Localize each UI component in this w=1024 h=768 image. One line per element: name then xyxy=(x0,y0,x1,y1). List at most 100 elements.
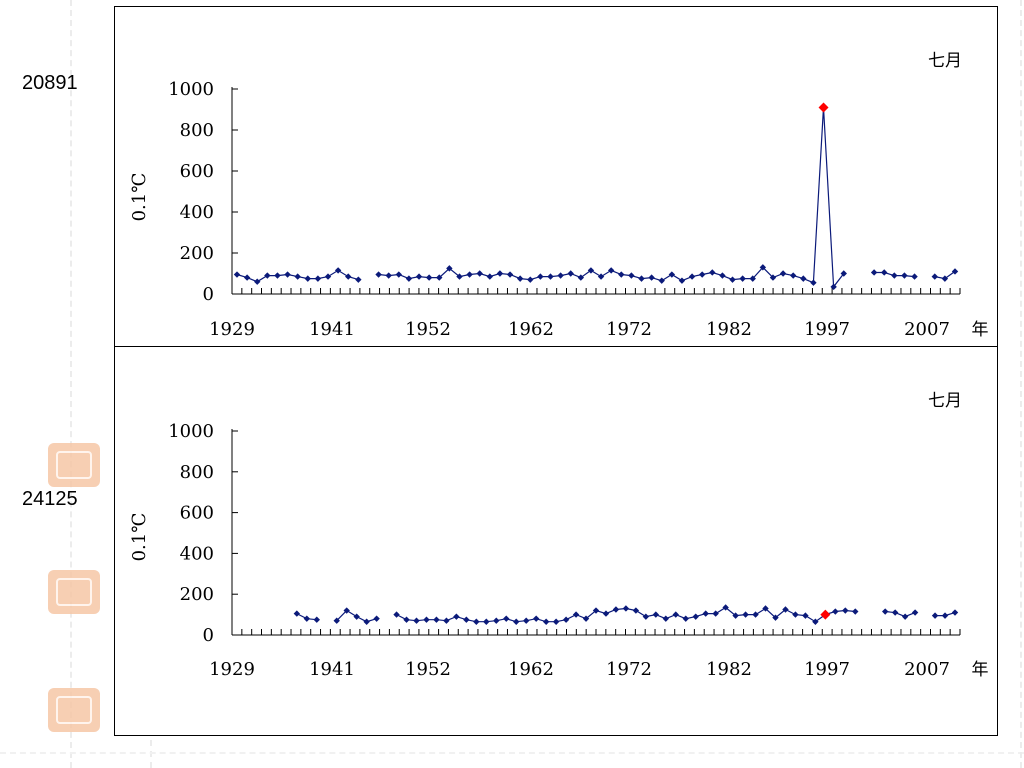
data-point xyxy=(486,273,494,280)
data-point xyxy=(403,616,410,623)
data-point xyxy=(931,612,939,619)
x-tick-label: 1952 xyxy=(405,319,451,340)
data-point xyxy=(522,617,530,624)
data-point xyxy=(762,605,769,612)
data-point xyxy=(709,269,716,276)
data-point xyxy=(642,613,650,620)
data-point xyxy=(698,271,706,278)
data-point xyxy=(628,272,635,279)
data-point xyxy=(493,617,500,624)
y-tick-label: 600 xyxy=(180,161,214,182)
seal-stamp xyxy=(48,688,100,732)
data-point xyxy=(562,616,570,623)
data-point xyxy=(304,275,311,282)
data-point xyxy=(632,607,640,614)
data-point xyxy=(542,618,550,625)
data-point xyxy=(658,277,665,284)
data-point xyxy=(870,269,878,276)
series-line xyxy=(378,107,845,289)
highlight-point xyxy=(820,609,831,620)
data-point xyxy=(496,270,504,277)
data-point xyxy=(463,616,470,623)
data-point xyxy=(941,275,949,282)
data-point xyxy=(832,608,839,615)
data-point xyxy=(294,273,301,280)
data-point xyxy=(425,274,433,281)
data-point xyxy=(672,611,679,618)
x-tick-label: 1972 xyxy=(606,659,652,680)
y-tick-label: 200 xyxy=(180,243,214,264)
data-point xyxy=(951,268,959,275)
data-point xyxy=(284,271,291,278)
data-point xyxy=(668,271,676,278)
data-point xyxy=(732,612,739,619)
y-tick-label: 600 xyxy=(180,503,214,524)
data-point xyxy=(264,272,271,279)
data-point xyxy=(243,274,251,281)
month-label: 七月 xyxy=(928,391,962,411)
data-point xyxy=(572,611,580,618)
data-point xyxy=(852,608,859,615)
data-point xyxy=(941,612,949,619)
x-tick-label: 1929 xyxy=(209,319,255,340)
data-point xyxy=(314,275,322,282)
y-axis-label: 0.1℃ xyxy=(129,513,150,562)
x-tick-label: 1962 xyxy=(508,319,554,340)
data-point xyxy=(513,618,520,625)
data-point xyxy=(233,271,241,278)
data-point xyxy=(423,616,430,623)
data-point xyxy=(375,271,382,278)
data-point xyxy=(503,615,510,622)
seal-stamp xyxy=(48,443,100,487)
data-point xyxy=(662,615,670,622)
data-point xyxy=(749,275,756,282)
y-tick-label: 0 xyxy=(203,625,214,646)
x-axis-label: 年 xyxy=(972,660,989,680)
chart-2: 0 200 400 600 800 1000 1929 1941 1952 1962 1972 198… xyxy=(129,391,989,680)
data-point xyxy=(313,616,320,623)
data-point xyxy=(355,276,362,283)
data-point xyxy=(385,272,392,279)
x-tick-label: 1997 xyxy=(804,319,850,340)
data-point xyxy=(254,278,261,285)
y-tick-label: 800 xyxy=(180,120,214,141)
data-point xyxy=(911,609,919,616)
data-point xyxy=(334,267,342,274)
x-tick-label: 1929 xyxy=(209,659,255,680)
y-tick-label: 1000 xyxy=(168,421,214,442)
data-point xyxy=(436,274,443,281)
data-point xyxy=(742,611,749,618)
data-point xyxy=(592,607,600,614)
data-point xyxy=(901,613,909,620)
x-tick-label: 2007 xyxy=(904,659,950,680)
data-point xyxy=(453,613,460,620)
data-point xyxy=(812,618,819,625)
y-tick-label: 1000 xyxy=(168,79,214,100)
data-point xyxy=(612,606,620,613)
x-tick-label: 1982 xyxy=(706,659,752,680)
x-tick-label: 1972 xyxy=(606,319,652,340)
data-point xyxy=(483,618,490,625)
data-point xyxy=(456,273,463,280)
x-tick-label: 1941 xyxy=(309,319,355,340)
data-point xyxy=(537,273,544,280)
data-point xyxy=(473,618,480,625)
data-point xyxy=(516,275,524,282)
data-point xyxy=(800,275,807,282)
data-point xyxy=(719,272,726,279)
data-point xyxy=(415,273,423,280)
data-point xyxy=(413,617,420,624)
chart-1: 0 200 400 600 800 1000 1929 1941 1952 1962 1972 198… xyxy=(129,51,989,340)
chart-panel-2: 0 200 400 600 800 1000 1929 1941 1952 1962 1972 198… xyxy=(114,346,998,736)
data-point xyxy=(652,611,660,618)
x-tick-label: 1941 xyxy=(309,659,355,680)
data-point xyxy=(324,273,332,280)
highlight-point xyxy=(818,102,829,113)
data-point xyxy=(446,265,453,272)
data-point xyxy=(466,271,473,278)
data-point xyxy=(293,610,301,617)
data-point xyxy=(648,274,655,281)
x-tick-label: 2007 xyxy=(904,319,950,340)
data-point xyxy=(373,615,380,622)
data-point xyxy=(552,618,560,625)
